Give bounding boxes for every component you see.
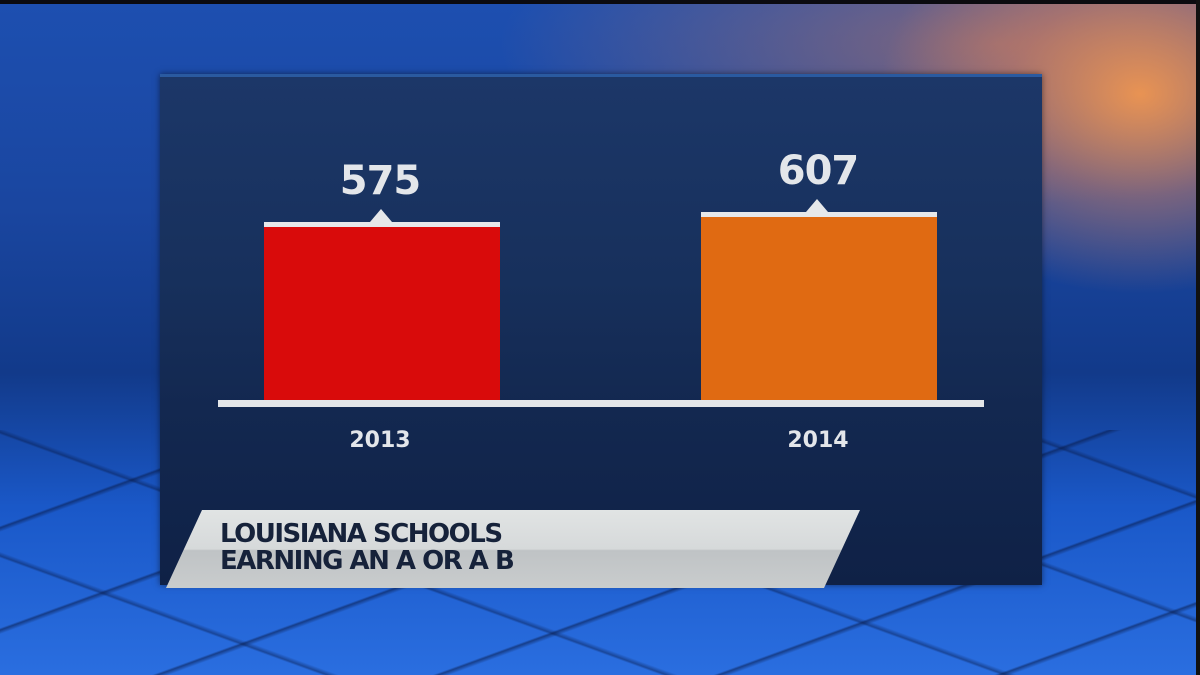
bar-2014	[701, 212, 937, 400]
chart-title-line-1: LOUISIANA SCHOOLS	[220, 519, 503, 549]
chart-title: LOUISIANA SCHOOLS EARNING AN A OR A B	[220, 519, 515, 576]
x-tick-label-2013: 2013	[349, 428, 411, 453]
value-pointer-2013	[370, 209, 392, 222]
top-letterbox	[0, 0, 1200, 4]
value-label-2014: 607	[777, 148, 860, 194]
x-axis-baseline	[218, 400, 984, 407]
chart-title-line-2: EARNING AN A OR A B	[220, 546, 515, 576]
value-label-2013: 575	[339, 158, 422, 204]
x-tick-label-2014: 2014	[787, 428, 849, 453]
bar-2013	[264, 222, 500, 400]
right-letterbox	[1196, 0, 1200, 675]
value-pointer-2014	[806, 199, 828, 212]
title-plate	[166, 510, 860, 588]
